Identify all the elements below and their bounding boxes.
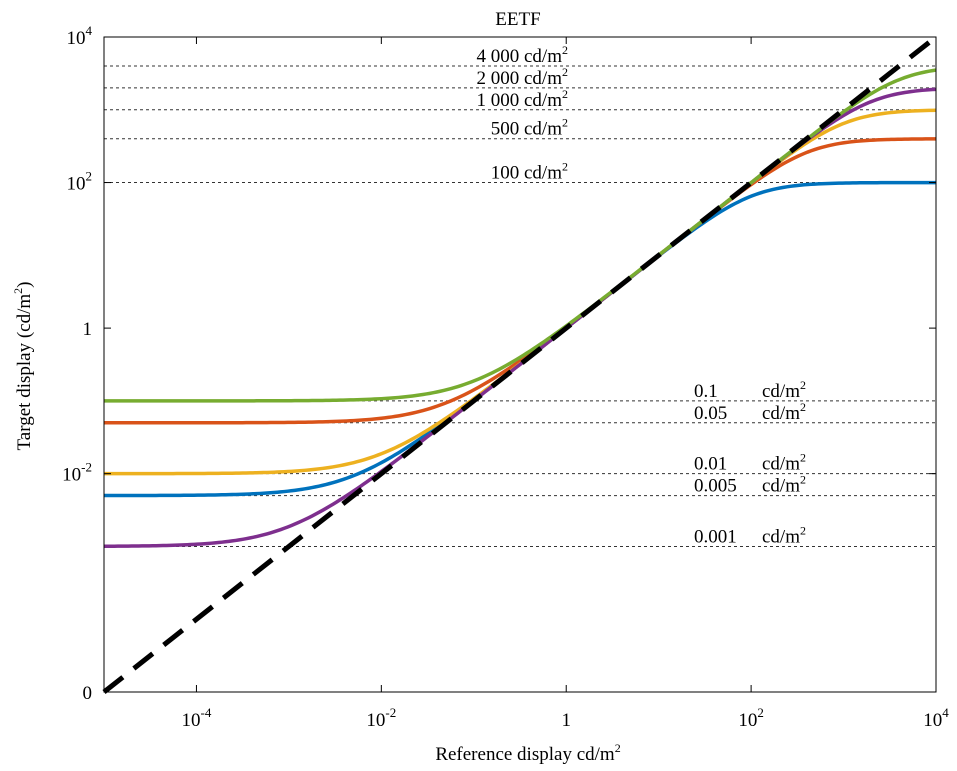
reference-line-label: 500 cd/m2 bbox=[491, 116, 568, 140]
reference-line-label: 0.05 cd/m2 bbox=[694, 400, 806, 424]
reference-value: 0.005 bbox=[694, 476, 737, 497]
reference-value: 1 000 cd/m bbox=[477, 90, 563, 111]
reference-unit: cd/m bbox=[762, 476, 800, 497]
chart-title: EETF bbox=[495, 9, 540, 30]
reference-unit-sup: 2 bbox=[562, 160, 568, 174]
series-curve bbox=[104, 180, 936, 498]
reference-value: 0.001 bbox=[694, 526, 737, 547]
y-tick-label: 10-2 bbox=[62, 460, 92, 486]
series-curve bbox=[104, 137, 937, 425]
y-tick-label: 102 bbox=[67, 169, 93, 195]
reference-unit-sup: 2 bbox=[562, 87, 568, 101]
reference-unit: cd/m bbox=[762, 403, 800, 424]
x-tick-label: 1 bbox=[561, 710, 571, 731]
identity-line bbox=[102, 35, 938, 694]
reference-value: 500 cd/m bbox=[491, 119, 562, 140]
reference-unit-sup: 2 bbox=[800, 523, 806, 537]
reference-line-label: 0.1 cd/m2 bbox=[694, 378, 806, 402]
series-curves bbox=[103, 68, 937, 549]
reference-unit-sup: 2 bbox=[800, 473, 806, 487]
x-tick-label: 10-2 bbox=[366, 705, 396, 731]
reference-value: 100 cd/m bbox=[491, 163, 562, 184]
reference-value: 0.01 bbox=[694, 454, 727, 475]
x-axis-label-sup: 2 bbox=[615, 741, 621, 755]
y-axis-label-text: Target display (cd/m bbox=[14, 294, 35, 451]
reference-unit-sup: 2 bbox=[562, 116, 568, 130]
reference-unit: cd/m bbox=[762, 526, 800, 547]
x-tick-label: 104 bbox=[923, 705, 949, 731]
reference-value: 0.05 bbox=[694, 403, 727, 424]
y-tick-label: 0 bbox=[83, 683, 93, 704]
reference-line-label: 0.001 cd/m2 bbox=[694, 523, 806, 547]
reference-unit: cd/m bbox=[762, 381, 800, 402]
axis-ticks: 10-4 10-2 1 102 104 0 10-2 1 102 104 bbox=[62, 23, 949, 731]
reference-unit-sup: 2 bbox=[562, 65, 568, 79]
reference-unit-sup: 2 bbox=[800, 400, 806, 414]
x-tick-label: 102 bbox=[738, 705, 764, 731]
y-axis-label-sup: 2 bbox=[11, 288, 25, 294]
reference-line-label: 2 000 cd/m2 bbox=[477, 65, 569, 89]
reference-unit-sup: 2 bbox=[800, 378, 806, 392]
identity-line-group bbox=[102, 35, 938, 694]
reference-value: 0.1 bbox=[694, 381, 718, 402]
y-tick-label: 1 bbox=[83, 319, 93, 340]
reference-unit-sup: 2 bbox=[800, 451, 806, 465]
reference-line-label: 100 cd/m2 bbox=[491, 160, 568, 184]
series-curve bbox=[103, 87, 937, 549]
reference-value: 2 000 cd/m bbox=[477, 68, 563, 89]
y-axis-label-close: ) bbox=[14, 282, 35, 288]
reference-value: 4 000 cd/m bbox=[477, 46, 563, 67]
y-axis-label: Target display (cd/m2) bbox=[11, 282, 35, 451]
reference-line-label: 0.01 cd/m2 bbox=[694, 451, 806, 475]
plot-frame bbox=[103, 36, 937, 693]
reference-line-label: 0.005 cd/m2 bbox=[694, 473, 806, 497]
x-axis-label-text: Reference display cd/m bbox=[435, 744, 615, 765]
x-axis-label: Reference display cd/m2 bbox=[435, 741, 620, 765]
reference-line-label: 1 000 cd/m2 bbox=[477, 87, 569, 111]
reference-unit: cd/m bbox=[762, 454, 800, 475]
y-tick-label: 104 bbox=[67, 23, 93, 49]
x-tick-label: 10-4 bbox=[182, 705, 212, 731]
reference-line-label: 4 000 cd/m2 bbox=[477, 43, 569, 67]
reference-unit-sup: 2 bbox=[562, 43, 568, 57]
